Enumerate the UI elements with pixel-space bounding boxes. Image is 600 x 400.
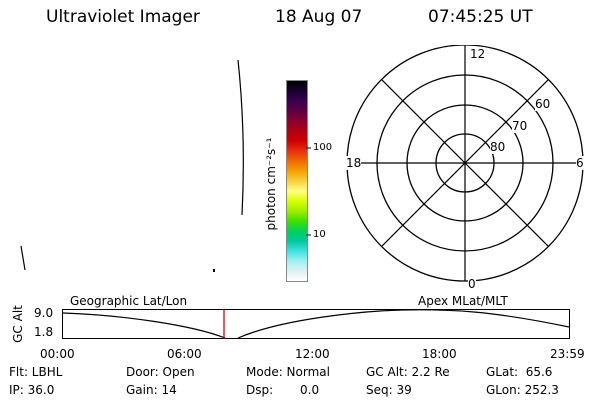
ip-value: IP: 36.0 xyxy=(9,383,55,397)
observation-time: 07:45:25 UT xyxy=(428,7,533,27)
sequence-number: Seq: 39 xyxy=(366,383,412,397)
timeline-x-tick-0600: 06:00 xyxy=(167,347,202,361)
polar-ring-label-70: 70 xyxy=(512,119,528,133)
polar-label-midnight: 0 xyxy=(468,277,476,291)
limb-arc xyxy=(237,59,244,216)
polar-ring-label-60: 60 xyxy=(535,97,551,111)
polar-label-dawn: 6 xyxy=(576,156,584,170)
dsp-value: 0.0 xyxy=(300,383,320,397)
door-status: Door: Open xyxy=(126,365,195,379)
altitude-timeline xyxy=(62,309,570,339)
gc-altitude: GC Alt: 2.2 Re xyxy=(366,365,450,379)
colorbar-ticks xyxy=(306,147,311,236)
altitude-curve xyxy=(62,309,570,339)
polar-label-noon: 12 xyxy=(470,47,486,61)
timeline-left-title: Geographic Lat/Lon xyxy=(70,294,188,308)
timeline-x-tick-2359: 23:59 xyxy=(550,347,585,361)
timeline-x-tick-1200: 12:00 xyxy=(295,347,330,361)
polar-label-dusk: 18 xyxy=(346,156,362,170)
timeline-y-tick-1-8: 1.8 xyxy=(34,325,54,339)
filter-value: Flt: LBHL xyxy=(9,365,63,379)
colorbar-gradient xyxy=(287,81,307,281)
geographic-longitude: GLon: 252.3 xyxy=(486,383,559,397)
colorbar-tick-100: 100 xyxy=(313,142,333,153)
image-speck xyxy=(213,269,215,272)
app-title: Ultraviolet Imager xyxy=(46,7,200,27)
geographic-latitude: GLat: 65.6 xyxy=(486,365,553,379)
gain-value: Gain: 14 xyxy=(126,383,177,397)
timeline-x-tick-0000: 00:00 xyxy=(40,347,75,361)
geographic-image xyxy=(20,59,244,272)
colorbar-unit-label: photon cm⁻²s⁻¹ xyxy=(264,137,278,231)
polar-diagonal-2 xyxy=(381,79,549,247)
timeline-y-tick-9: 9.0 xyxy=(34,306,54,320)
limb-arc-left xyxy=(20,245,26,271)
polar-ring-label-80: 80 xyxy=(490,140,506,154)
timeline-x-tick-1800: 18:00 xyxy=(422,347,457,361)
dsp-label: Dsp: xyxy=(246,383,274,397)
observation-date: 18 Aug 07 xyxy=(275,7,363,27)
timeline-frame xyxy=(62,309,570,339)
timeline-right-title: Apex MLat/MLT xyxy=(418,294,508,308)
colorbar xyxy=(286,80,308,282)
timeline-y-axis-label: GC Alt xyxy=(11,305,25,343)
colorbar-tick-10: 10 xyxy=(313,229,326,240)
mode-value: Mode: Normal xyxy=(246,365,330,379)
polar-plot xyxy=(346,45,584,282)
